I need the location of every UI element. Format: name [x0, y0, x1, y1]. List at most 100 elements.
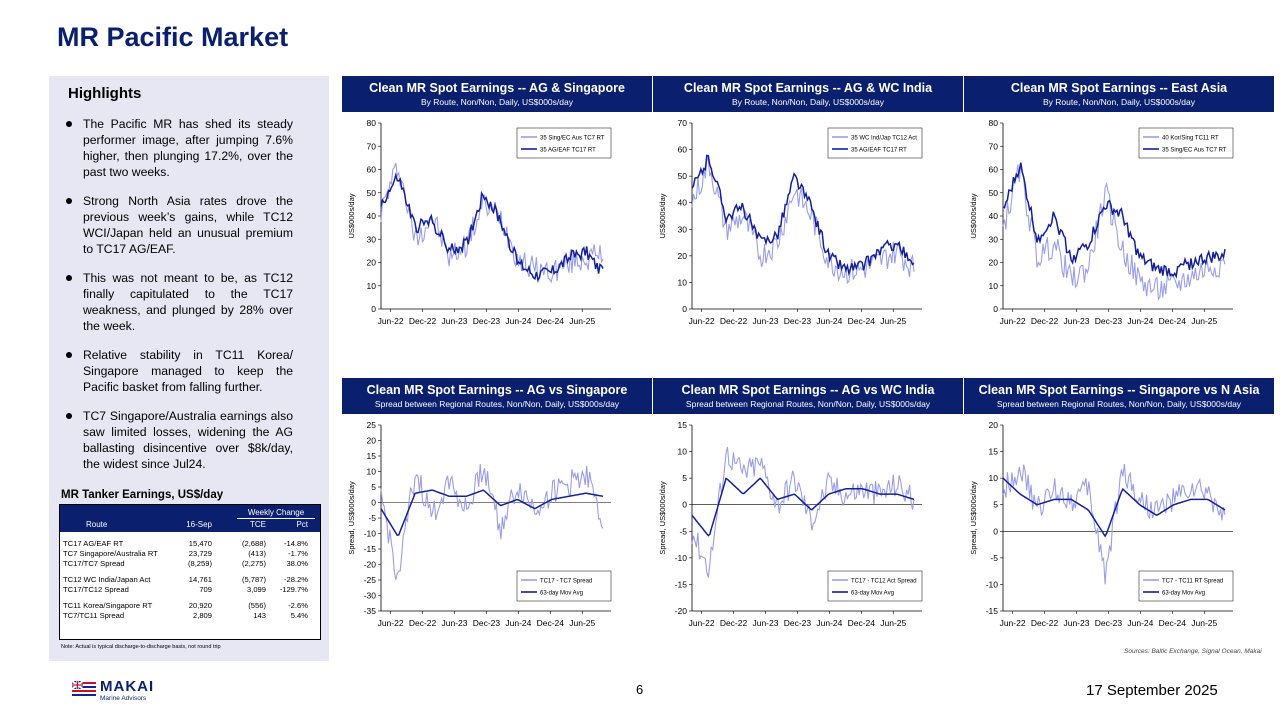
y-tick-label: -20 [675, 606, 688, 616]
highlight-bullet: TC7 Singapore/Australia earnings also sa… [63, 408, 293, 472]
y-axis-label: Spread, US$000s/day [969, 481, 978, 555]
y-tick-label: -15 [675, 579, 688, 589]
chart-title: Clean MR Spot Earnings -- East Asia [1010, 81, 1228, 95]
y-tick-label: -35 [364, 606, 377, 616]
y-tick-label: 5 [682, 473, 687, 483]
cell-pct: -14.8% [283, 539, 308, 548]
y-tick-label: 60 [989, 165, 999, 175]
x-tick-label: Dec-23 [473, 316, 501, 326]
makai-logo: MAKAI Marine Advisors [72, 678, 192, 705]
x-tick-label: Jun-25 [569, 618, 595, 628]
y-tick-label: 5 [371, 482, 376, 492]
x-tick-label: Jun-25 [1191, 618, 1217, 628]
legend-label: 40 Kor/Sing TC11 RT [1162, 136, 1219, 142]
chart-title: Clean MR Spot Earnings -- AG vs WC India [681, 383, 935, 397]
legend-label: TC17 - TC7 Spread [540, 579, 592, 585]
x-tick-label: Jun-24 [1127, 618, 1153, 628]
x-tick-label: Dec-23 [784, 316, 812, 326]
y-tick-label: -30 [364, 591, 377, 601]
highlight-bullet: Strong North Asia rates drove the previo… [63, 193, 293, 257]
series-line [691, 477, 915, 537]
y-axis-label: Spread, US$000s/day [658, 481, 667, 555]
chart-ag-vs-wc-india: -20 -15 -10 -5 0 5 10 15 Jun-22 Dec-22 Jun-23 Dec-2… [658, 420, 923, 628]
y-tick-label: 60 [678, 145, 688, 155]
col-header-route: Route [86, 520, 108, 529]
y-tick-label: 30 [989, 234, 999, 244]
table-row: TC17 AG/EAF RT 15,470 (2,688) -14.8% [60, 539, 320, 549]
y-tick-label: 50 [367, 188, 377, 198]
weekly-change-header: Weekly Change [237, 508, 315, 519]
x-tick-label: Jun-25 [569, 316, 595, 326]
y-tick-label: 10 [678, 277, 688, 287]
y-tick-label: 40 [678, 198, 688, 208]
y-tick-label: 10 [989, 473, 999, 483]
x-tick-label: Dec-23 [1095, 316, 1123, 326]
series-line [1002, 477, 1226, 538]
y-tick-label: 70 [989, 141, 999, 151]
col-header-pct: Pct [296, 520, 308, 529]
series-line [380, 489, 604, 537]
x-tick-label: Dec-24 [848, 316, 876, 326]
x-tick-label: Jun-22 [1000, 618, 1026, 628]
cell-route: TC17/TC7 Spread [63, 559, 125, 568]
legend-box [827, 570, 923, 602]
legend-label: 35 Sing/EC Aus TC7 RT [540, 136, 605, 142]
x-tick-label: Jun-24 [816, 316, 842, 326]
cell-tce: 143 [253, 611, 266, 620]
table-note: Note: Actual is typical discharge-to-dis… [61, 644, 221, 650]
y-tick-label: -5 [990, 553, 998, 563]
x-tick-label: Dec-24 [848, 618, 876, 628]
x-tick-label: Jun-24 [505, 618, 531, 628]
y-tick-label: 40 [989, 211, 999, 221]
y-tick-label: 10 [367, 281, 377, 291]
cell-pct: 5.4% [290, 611, 308, 620]
y-tick-label: 0 [682, 304, 687, 314]
y-tick-label: 40 [367, 211, 377, 221]
legend-label: 63-day Mov Avg [1162, 591, 1205, 597]
x-tick-label: Jun-25 [880, 316, 906, 326]
y-tick-label: 50 [678, 171, 688, 181]
y-tick-label: 30 [678, 224, 688, 234]
logo-subtitle: Marine Advisors [100, 695, 147, 702]
x-tick-label: Jun-25 [880, 618, 906, 628]
x-tick-label: Dec-22 [720, 618, 748, 628]
earnings-table-title: MR Tanker Earnings, US$/day [61, 489, 224, 501]
y-tick-label: 15 [367, 451, 377, 461]
legend-label: 63-day Mov Avg [540, 591, 583, 597]
x-tick-label: Dec-23 [1095, 618, 1123, 628]
chart-singapore-vs-n-asia: -15 -10 -5 0 5 10 15 20 Jun-22 Dec-22 Jun-23 Dec-23… [969, 420, 1234, 628]
x-tick-label: Jun-23 [441, 316, 467, 326]
x-tick-label: Jun-22 [689, 316, 715, 326]
chart-panel-ag-vs-singapore: Clean MR Spot Earnings -- AG vs Singapor… [342, 378, 652, 628]
table-row: TC11 Korea/Singapore RT 20,920 (556) -2.6% [60, 601, 320, 611]
x-tick-label: Jun-23 [1063, 618, 1089, 628]
x-tick-label: Jun-23 [752, 316, 778, 326]
cell-pct: -28.2% [283, 575, 308, 584]
y-tick-label: 70 [678, 118, 688, 128]
sources-note: Sources: Baltic Exchange, Signal Ocean, … [1124, 648, 1262, 655]
x-tick-label: Dec-24 [537, 618, 565, 628]
y-tick-label: -5 [368, 513, 376, 523]
series-line [691, 446, 915, 578]
cell-value: 15,470 [188, 539, 212, 548]
table-row: TC7 Singapore/Australia RT 23,729 (413) -1.… [60, 549, 320, 559]
chart-panel-singapore-vs-n-asia: Clean MR Spot Earnings -- Singapore vs N… [964, 378, 1274, 628]
highlight-bullet: The Pacific MR has shed its steady perfo… [63, 116, 293, 180]
col-header-date: 16-Sep [186, 520, 212, 529]
earnings-table: Weekly Change Route 16-Sep TCE Pct TC17 … [59, 504, 321, 640]
x-tick-label: Dec-23 [784, 618, 812, 628]
cell-value: 20,920 [188, 601, 212, 610]
highlight-bullet: Relative stability in TC11 Korea/ Singap… [63, 347, 293, 395]
chart-title: Clean MR Spot Earnings -- AG & Singapore [369, 81, 625, 95]
y-tick-label: 10 [989, 281, 999, 291]
highlights-list: The Pacific MR has shed its steady perfo… [63, 116, 293, 485]
legend-label: 35 AG/EAF TC17 RT [851, 148, 907, 154]
cell-value: 2,809 [192, 611, 212, 620]
y-tick-label: -20 [364, 560, 377, 570]
y-tick-label: 15 [678, 420, 688, 430]
y-tick-label: -5 [679, 526, 687, 536]
series-line [1002, 162, 1226, 279]
y-tick-label: 0 [371, 498, 376, 508]
legend-label: 35 WC Ind/Jap TC12 Act [851, 136, 917, 142]
table-row: TC7/TC11 Spread 2,809 143 5.4% [60, 611, 320, 621]
